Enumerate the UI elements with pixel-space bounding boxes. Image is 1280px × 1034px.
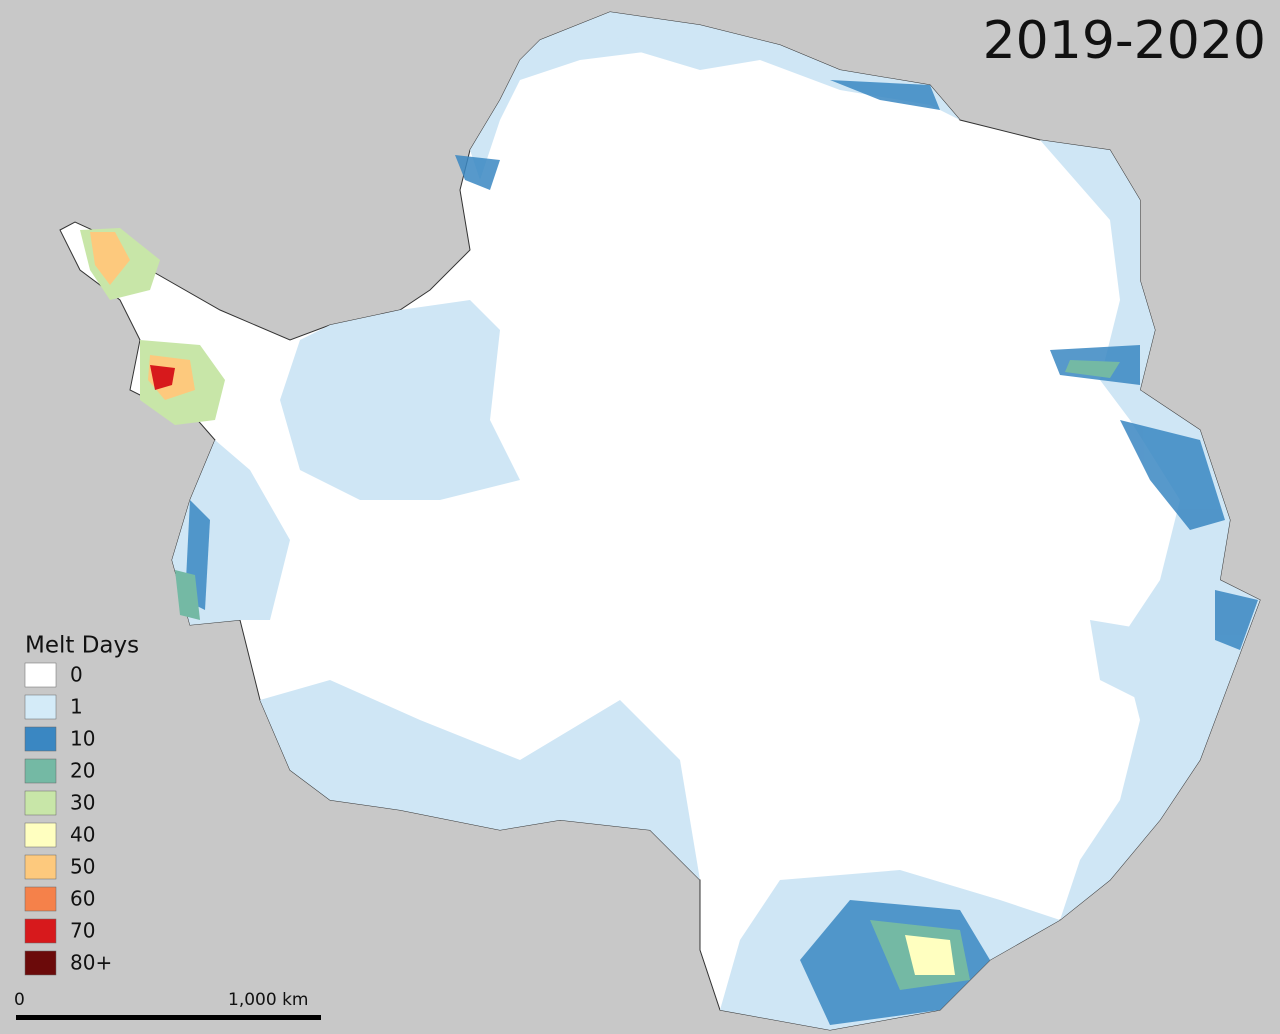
legend-swatch xyxy=(24,854,57,880)
legend-label: 1 xyxy=(70,695,83,719)
antarctica xyxy=(59,11,1261,1031)
legend-label: 80+ xyxy=(70,951,112,975)
legend-swatch xyxy=(24,886,57,912)
legend-label: 60 xyxy=(70,887,95,911)
legend-swatch xyxy=(24,758,57,784)
scale-line xyxy=(16,1015,321,1020)
scale-start-label: 0 xyxy=(14,990,25,1010)
legend-label: 50 xyxy=(70,855,95,879)
peninsula-melt xyxy=(80,228,955,975)
legend: Melt Days 0 1 10 20 30 40 50 60 70 80+ xyxy=(24,633,139,976)
map-title: 2019-2020 xyxy=(983,11,1266,71)
legend-swatch xyxy=(24,918,57,944)
legend-swatch xyxy=(24,790,57,816)
scale-end-label: 1,000 km xyxy=(228,990,308,1010)
legend-label: 70 xyxy=(70,919,95,943)
legend-swatch xyxy=(24,694,57,720)
legend-label: 0 xyxy=(70,663,83,687)
legend-label: 40 xyxy=(70,823,95,847)
legend-label: 30 xyxy=(70,791,95,815)
legend-swatch xyxy=(24,822,57,848)
legend-label: 20 xyxy=(70,759,95,783)
scale-bar: 0 1,000 km xyxy=(14,990,321,1020)
legend-title: Melt Days xyxy=(25,633,139,659)
legend-swatch xyxy=(24,950,57,976)
legend-label: 10 xyxy=(70,727,95,751)
legend-swatch xyxy=(24,726,57,752)
legend-swatch xyxy=(24,662,57,688)
